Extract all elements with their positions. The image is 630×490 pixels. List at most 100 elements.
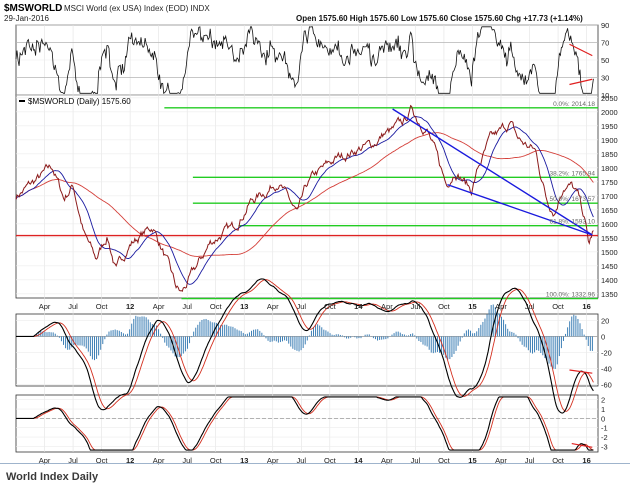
price-x-tick-label: Jul [182,302,192,311]
price-x-tick-label: Apr [267,302,279,311]
bottom-x-tick-label: Jul [411,456,421,465]
bottom-x-tick-label: Jul [68,456,78,465]
price-x-tick-label: 12 [126,302,134,311]
price-y-tick-label: 1750 [601,178,618,187]
osc2-y-tick-label: 0 [601,414,605,423]
price-x-tick-label: Oct [96,302,109,311]
price-y-tick-label: 1400 [601,276,618,285]
price-x-tick-label: Apr [495,302,507,311]
osc1-line [16,278,594,414]
chart-caption: World Index Daily [6,471,99,483]
price-y-tick-label: 1350 [601,290,618,299]
fib-level-label: 0.0%: 2014.18 [553,101,595,108]
bottom-x-tick-label: Jul [182,456,192,465]
price-x-tick-label: 13 [240,302,248,311]
osc2-y-tick-label: 2 [601,396,605,405]
channel-lower-line [447,183,593,236]
bottom-x-tick-label: Apr [39,456,51,465]
rsi-y-tick-label: 90 [601,21,609,30]
bottom-x-tick-label: Apr [153,456,165,465]
rsi-divergence-lower [569,78,593,86]
price-x-tick-label: Jul [296,302,306,311]
price-x-tick-label: Oct [552,302,565,311]
bottom-x-tick-label: 12 [126,456,134,465]
price-y-tick-label: 1500 [601,248,618,257]
bottom-x-tick-label: Oct [96,456,109,465]
fib-level-label: 61.8%: 1593.10 [549,219,595,226]
legend-swatch [19,100,25,102]
price-x-tick-label: 14 [354,302,363,311]
ma-long-line [15,132,594,257]
bottom-x-tick-label: Apr [267,456,279,465]
bottom-x-tick-label: 14 [354,456,363,465]
osc1-signal-line [16,279,594,412]
osc2-y-tick-label: -3 [601,442,608,451]
rsi-y-tick-label: 30 [601,74,609,83]
bottom-x-tick-label: Apr [381,456,393,465]
price-y-tick-label: 1900 [601,136,618,145]
bottom-x-tick-label: 13 [240,456,248,465]
fib-level-label: 38.2%: 1765.94 [549,170,595,177]
rsi-y-tick-label: 10 [601,91,609,100]
price-y-tick-label: 1550 [601,234,618,243]
osc2-divergence-line [571,442,593,448]
chart-date: 29-Jan-2016 [4,14,49,23]
osc1-y-tick-label: 0 [601,332,605,341]
bottom-x-tick-label: Oct [324,456,337,465]
chart-index-name: MSCI World (ex USA) Index (EOD) INDX [64,4,210,13]
rsi-line [15,26,594,95]
bottom-x-tick-label: Jul [525,456,535,465]
price-y-tick-label: 1650 [601,206,618,215]
rsi-divergence-upper [569,43,593,57]
price-x-tick-label: 16 [582,302,590,311]
fib-level-label: 50.0%: 1673.57 [549,196,595,203]
price-y-tick-label: 1850 [601,150,618,159]
price-y-tick-label: 1950 [601,122,618,131]
price-y-tick-label: 2000 [601,108,618,117]
bottom-x-tick-label: Oct [210,456,223,465]
bottom-x-tick-label: Oct [438,456,451,465]
osc1-y-tick-label: -40 [601,364,612,373]
ma-short-line [15,116,594,285]
osc2-y-tick-label: -2 [601,433,608,442]
osc1-y-tick-label: 20 [601,316,609,325]
price-x-tick-label: 15 [468,302,476,311]
caption-divider [0,463,630,464]
oscillator-2-panel [15,394,599,453]
price-x-tick-label: Jul [68,302,78,311]
price-y-tick-label: 1700 [601,192,618,201]
osc2-line [16,396,594,451]
price-x-tick-label: Jul [525,302,535,311]
price-x-tick-label: Apr [381,302,393,311]
bottom-x-tick-label: Jul [296,456,306,465]
channel-upper-line [392,108,593,236]
osc1-y-tick-label: -20 [601,348,612,357]
price-x-tick-label: Apr [153,302,165,311]
bottom-x-tick-label: 16 [582,456,590,465]
price-line [15,104,594,292]
price-x-tick-label: Oct [324,302,337,311]
bottom-x-tick-label: Oct [552,456,565,465]
price-y-tick-label: 2050 [601,94,618,103]
chart-symbol: $MSWORLD [4,3,62,14]
price-y-tick-label: 1450 [601,262,618,271]
fib-level-label: 100.0%: 1332.96 [546,292,596,299]
price-x-tick-label: Oct [210,302,223,311]
price-y-tick-label: 1800 [601,164,618,173]
price-x-tick-label: Jul [411,302,421,311]
bottom-x-tick-label: Apr [495,456,507,465]
osc1-divergence-line [569,369,593,374]
price-x-tick-label: Oct [438,302,451,311]
price-x-tick-label: Apr [39,302,51,311]
osc2-y-tick-label: -1 [601,424,608,433]
oscillator-1-panel [15,313,599,387]
rsi-y-tick-label: 70 [601,39,609,48]
osc1-y-tick-label: -60 [601,380,612,389]
osc2-y-tick-label: 1 [601,405,605,414]
bottom-x-tick-label: 15 [468,456,476,465]
price-legend: $MSWORLD (Daily) 1575.60 [28,97,131,106]
chart-ohlc: Open 1575.60 High 1575.60 Low 1575.60 Cl… [296,14,583,23]
rsi-y-tick-label: 50 [601,56,609,65]
price-y-tick-label: 1600 [601,220,618,229]
